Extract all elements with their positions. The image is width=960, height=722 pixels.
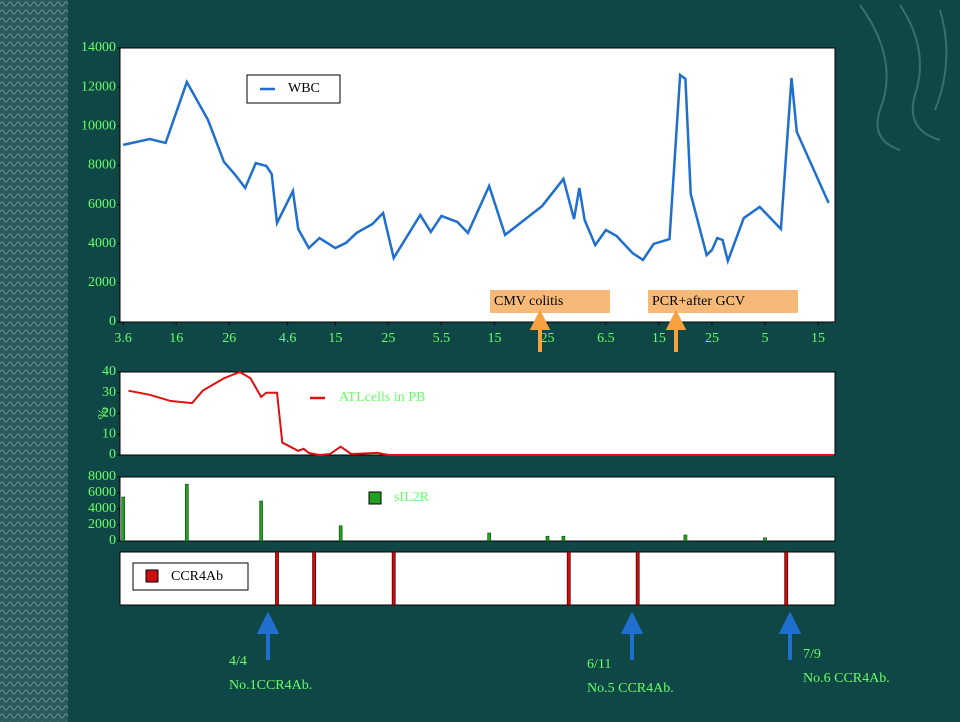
annotation-arrow (529, 309, 551, 352)
x-tick-label: 5.5 (433, 331, 451, 346)
bar (185, 483, 189, 542)
bar (683, 534, 688, 542)
y-tick-label: 0 (109, 447, 116, 462)
plot-area (119, 476, 836, 542)
annotation-box (648, 290, 798, 313)
y-tick-label: 8000 (88, 158, 116, 173)
y-tick-label: 40 (102, 364, 116, 379)
event-bar (391, 551, 396, 606)
bar (561, 535, 566, 542)
bar (338, 525, 343, 542)
annotation-text: CMV colitis (494, 294, 563, 309)
side-pattern (0, 0, 68, 722)
bar (259, 500, 263, 542)
y-tick-label: 12000 (81, 79, 116, 94)
legend-swatch (368, 491, 382, 505)
bar (763, 537, 767, 542)
legend-swatch (145, 569, 159, 583)
data-line (122, 72, 830, 266)
event-bar (635, 551, 640, 606)
x-tick-label: 25 (705, 331, 719, 346)
legend-label: CCR4Ab (171, 569, 223, 584)
y-tick-label: 14000 (81, 40, 116, 55)
bar (121, 496, 125, 542)
x-tick-label: 5 (761, 331, 768, 346)
annotation-date: 7/9 (803, 647, 821, 662)
y-tick-label: 4000 (88, 236, 116, 251)
plot-area (119, 371, 836, 456)
event-bar (784, 551, 789, 606)
y-tick-label: 10000 (81, 119, 116, 134)
annotation-text: No.6 CCR4Ab. (803, 671, 890, 686)
y-tick-label: 10 (102, 426, 116, 441)
annotation-arrow (620, 611, 644, 660)
bar (545, 535, 550, 542)
annotation-text: PCR+after GCV (652, 294, 745, 309)
chart: CCR4Ab 4/4 No.1CCR4Ab. 6/11 No.5 CCR4Ab. 7/9 N… (119, 551, 890, 696)
annotation-arrow (665, 309, 687, 352)
x-tick-label: 15 (811, 331, 825, 346)
y-tick-label: 4000 (88, 501, 116, 516)
y-tick-label: 2000 (88, 517, 116, 532)
annotation-date: 6/11 (587, 657, 611, 672)
chart: 0 10 20 30 40% ATLcells in PB (96, 364, 836, 462)
annotation-arrow (778, 611, 802, 660)
y-tick-label: 6000 (88, 485, 116, 500)
x-tick-label: 6.5 (597, 331, 615, 346)
legend-label: ATLcells in PB (339, 390, 425, 405)
y-tick-label: 0 (109, 533, 116, 548)
x-tick-label: 15 (652, 331, 666, 346)
event-bar (312, 551, 317, 606)
x-tick-label: 16 (169, 331, 183, 346)
event-bar (275, 551, 279, 606)
x-tick-label: 4.6 (279, 331, 297, 346)
x-tick-label: 3.6 (114, 331, 132, 346)
bar (487, 532, 491, 542)
chart: 0 2000 4000 6000 8000 10000 12000 14000 3.6 16 26 4… (81, 40, 836, 352)
legend-label: WBC (288, 81, 320, 96)
legend-label: sIL2R (394, 490, 430, 505)
data-line (128, 370, 834, 457)
y-tick-label: 6000 (88, 197, 116, 212)
x-tick-label: 15 (487, 331, 501, 346)
y-tick-label: 20 (102, 406, 116, 421)
plot-area (119, 47, 836, 323)
x-tick-label: 25 (541, 331, 555, 346)
y-tick-label: 0 (109, 314, 116, 329)
y-tick-label: 2000 (88, 275, 116, 290)
annotation-arrow (256, 611, 280, 660)
annotation-text: No.1CCR4Ab. (229, 678, 312, 693)
y-tick-label: 8000 (88, 469, 116, 484)
annotation-text: No.5 CCR4Ab. (587, 681, 674, 696)
y-axis-label: % (96, 407, 111, 419)
event-bar (566, 551, 571, 606)
ornament (859, 4, 948, 151)
annotation-date: 4/4 (229, 654, 247, 669)
x-tick-label: 25 (381, 331, 395, 346)
x-tick-label: 15 (328, 331, 342, 346)
annotation-box (490, 290, 610, 313)
y-tick-label: 30 (102, 385, 116, 400)
x-tick-label: 26 (222, 331, 236, 346)
